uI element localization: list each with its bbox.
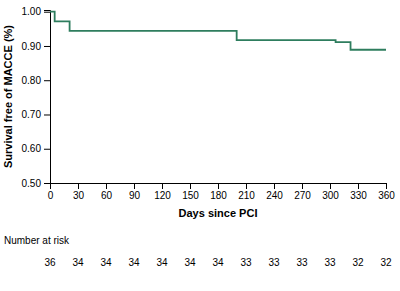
x-tick: 180 <box>210 183 227 201</box>
x-tick-label: 150 <box>182 190 199 201</box>
x-tick: 300 <box>322 183 339 201</box>
y-axis-title: Survival free of MACCE (%) <box>2 25 14 168</box>
x-tick-mark <box>246 183 247 189</box>
y-tick: 0.50 <box>22 178 50 189</box>
x-tick: 210 <box>238 183 255 201</box>
y-tick-label: 0.90 <box>22 41 42 52</box>
risk-number: 33 <box>324 257 336 268</box>
x-tick-mark <box>302 183 303 189</box>
x-tick-mark <box>358 183 359 189</box>
risk-number: 34 <box>100 257 112 268</box>
y-tick-label: 0.60 <box>22 143 42 154</box>
y-tick-mark <box>44 12 50 13</box>
x-tick-label: 60 <box>101 190 113 201</box>
x-tick-mark <box>386 183 387 189</box>
x-tick-label: 240 <box>266 190 283 201</box>
risk-number: 34 <box>184 257 196 268</box>
risk-number: 34 <box>128 257 140 268</box>
y-tick: 1.00 <box>22 6 50 17</box>
x-tick-label: 0 <box>48 190 54 201</box>
y-tick: 0.70 <box>22 109 50 120</box>
x-tick: 30 <box>73 183 85 201</box>
x-axis-line <box>51 184 387 190</box>
x-tick-mark <box>330 183 331 189</box>
risk-number: 34 <box>156 257 168 268</box>
plot: 03060901201501802102402703003303600.500.… <box>22 6 396 201</box>
x-axis-title: Days since PCI <box>179 207 258 219</box>
x-tick-label: 120 <box>154 190 171 201</box>
x-tick-label: 300 <box>322 190 339 201</box>
y-tick-mark <box>44 114 50 115</box>
y-tick: 0.60 <box>22 143 50 154</box>
risk-label: Number at risk <box>4 235 70 246</box>
x-tick-label: 180 <box>210 190 227 201</box>
x-tick: 330 <box>350 183 367 201</box>
x-tick-mark <box>218 183 219 189</box>
x-tick-mark <box>162 183 163 189</box>
x-tick-mark <box>106 183 107 189</box>
risk-number: 36 <box>44 257 56 268</box>
x-tick-label: 270 <box>294 190 311 201</box>
risk-number: 32 <box>380 257 392 268</box>
risk-number: 34 <box>212 257 224 268</box>
x-tick-label: 360 <box>378 190 395 201</box>
x-tick-mark <box>78 183 79 189</box>
x-tick-label: 90 <box>129 190 141 201</box>
risk-number: 33 <box>240 257 252 268</box>
y-axis: 0.50 0.60 0.70 0.80 0.90 1.00 <box>22 6 51 188</box>
y-tick: 0.90 <box>22 41 50 52</box>
x-tick: 60 <box>101 183 113 201</box>
x-tick-label: 210 <box>238 190 255 201</box>
risk-table: Number at risk 36 34 34 34 34 34 34 33 33 33 33 32 32 <box>4 235 392 268</box>
x-tick: 270 <box>294 183 311 201</box>
x-tick: 90 <box>129 183 141 201</box>
chart: 03060901201501802102402703003303600.500.… <box>0 0 400 291</box>
risk-number: 33 <box>296 257 308 268</box>
y-tick-mark <box>44 46 50 47</box>
y-tick-label: 1.00 <box>22 6 42 17</box>
risk-number: 34 <box>72 257 84 268</box>
x-tick: 360 <box>378 183 395 201</box>
y-tick-label: 0.80 <box>22 75 42 86</box>
x-tick-label: 30 <box>73 190 85 201</box>
y-tick-mark <box>44 149 50 150</box>
marks <box>50 12 386 50</box>
x-tick: 150 <box>182 183 199 201</box>
y-tick-mark <box>44 80 50 81</box>
risk-number: 33 <box>268 257 280 268</box>
x-tick-mark <box>190 183 191 189</box>
survival-line <box>50 12 386 50</box>
marks-inner <box>50 12 386 50</box>
x-axis: 0 30 60 90 120 150 180 210 240 270 300 330 360 <box>48 183 396 201</box>
x-tick-mark <box>134 183 135 189</box>
y-tick-label: 0.70 <box>22 109 42 120</box>
x-tick: 0 <box>48 183 54 201</box>
risk-number: 32 <box>352 257 364 268</box>
y-tick-mark <box>44 183 50 184</box>
x-tick-mark <box>274 183 275 189</box>
x-tick-label: 330 <box>350 190 367 201</box>
y-tick-label: 0.50 <box>22 178 42 189</box>
y-axis-line <box>44 11 51 184</box>
x-tick: 120 <box>154 183 171 201</box>
x-tick: 240 <box>266 183 283 201</box>
y-tick: 0.80 <box>22 75 50 86</box>
